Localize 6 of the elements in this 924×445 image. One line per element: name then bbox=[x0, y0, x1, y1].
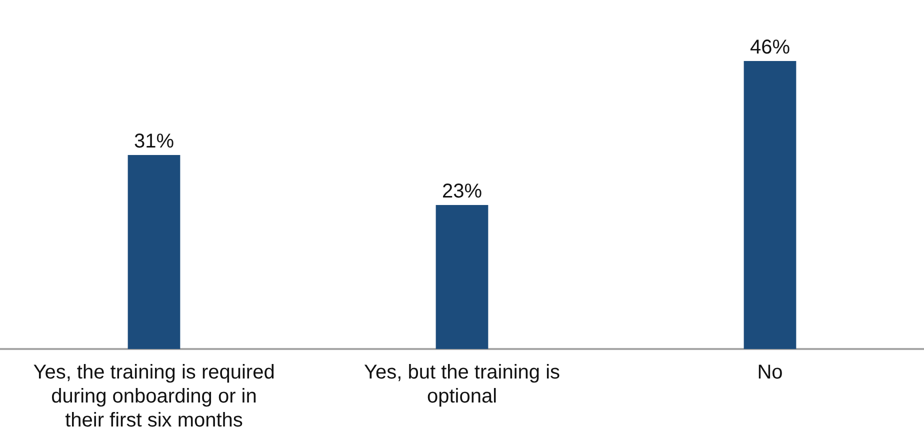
x-tick-label: No bbox=[757, 362, 783, 384]
data-label: 46% bbox=[750, 36, 790, 59]
x-tick-label: Yes, but the training is optional bbox=[364, 362, 560, 408]
data-label: 31% bbox=[134, 130, 174, 152]
x-tick-label: Yes, the training is required during onboarding or in their first six months bbox=[33, 362, 275, 432]
data-label: 23% bbox=[442, 180, 482, 203]
